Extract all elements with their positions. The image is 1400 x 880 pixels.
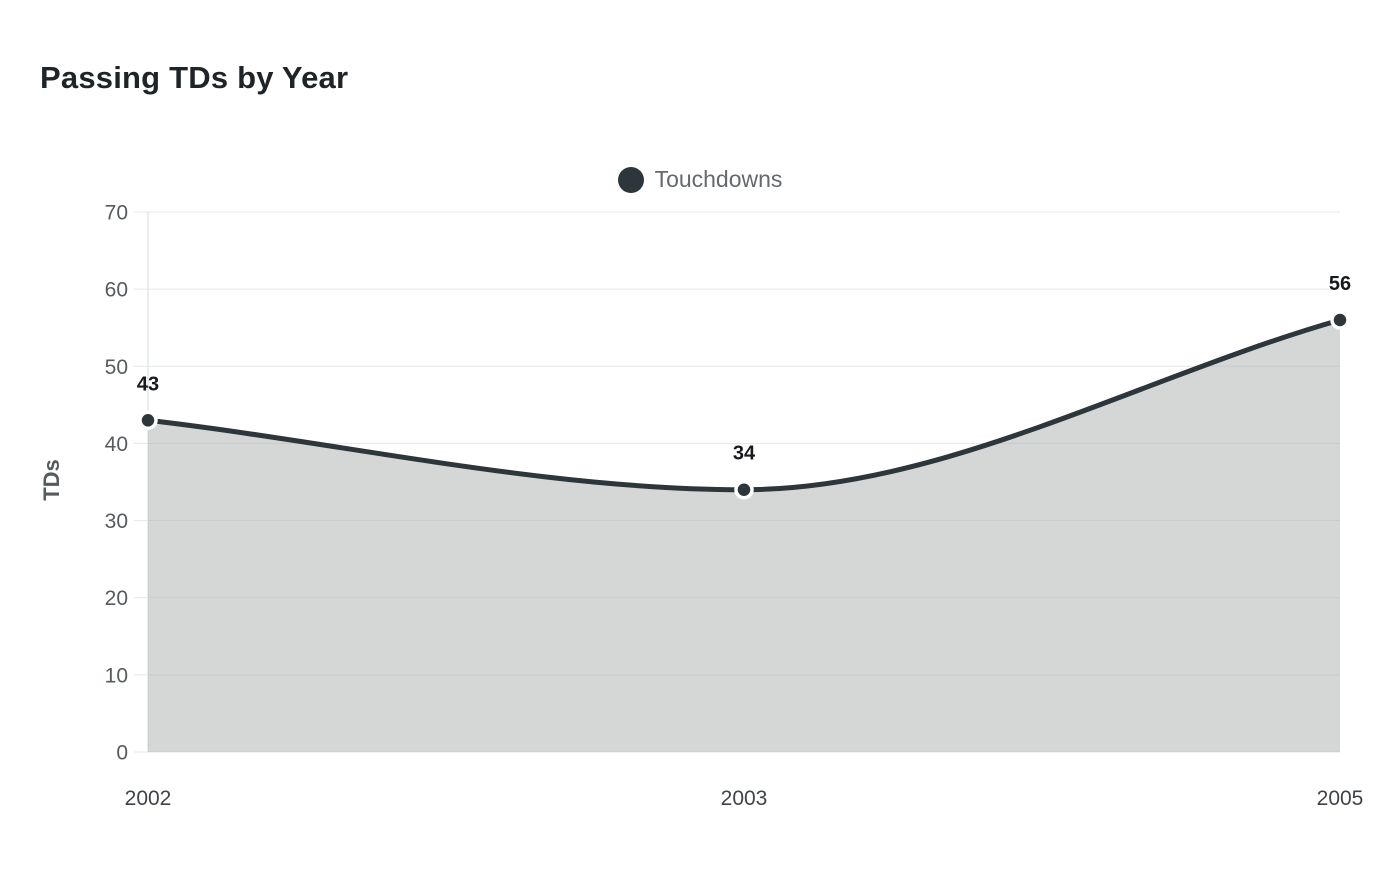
data-point[interactable]	[734, 479, 754, 500]
y-tick-label: 40	[105, 433, 128, 456]
data-point-label: 34	[733, 443, 756, 465]
data-point-label: 56	[1329, 273, 1351, 295]
area-fill	[148, 320, 1340, 752]
legend[interactable]: Touchdowns	[0, 166, 1400, 193]
y-tick-label: 10	[105, 664, 128, 687]
y-tick-label: 60	[105, 279, 128, 302]
x-tick-label: 2003	[721, 787, 768, 810]
x-tick-labels: 2002 2003 2005	[125, 787, 1364, 810]
data-point-label: 43	[137, 373, 159, 395]
x-tick-label: 2005	[1317, 787, 1364, 810]
x-tick-label: 2002	[125, 787, 172, 810]
data-point[interactable]	[1330, 310, 1350, 330]
y-tick-label: 20	[105, 587, 128, 610]
data-point[interactable]	[138, 410, 158, 431]
legend-marker-icon	[617, 166, 644, 193]
legend-label: Touchdowns	[654, 166, 783, 192]
data-labels: 43 34 56	[137, 273, 1351, 465]
y-axis-label: TDs	[39, 459, 64, 501]
y-tick-label: 50	[105, 356, 128, 379]
chart-title: Passing TDs by Year	[40, 60, 349, 95]
y-tick-label: 70	[105, 202, 128, 225]
y-tick-label: 30	[105, 510, 128, 533]
y-tick-label: 0	[116, 742, 128, 765]
y-tick-labels: 0 10 20 30 40 50 60 70	[105, 202, 128, 765]
data-points	[138, 310, 1350, 500]
